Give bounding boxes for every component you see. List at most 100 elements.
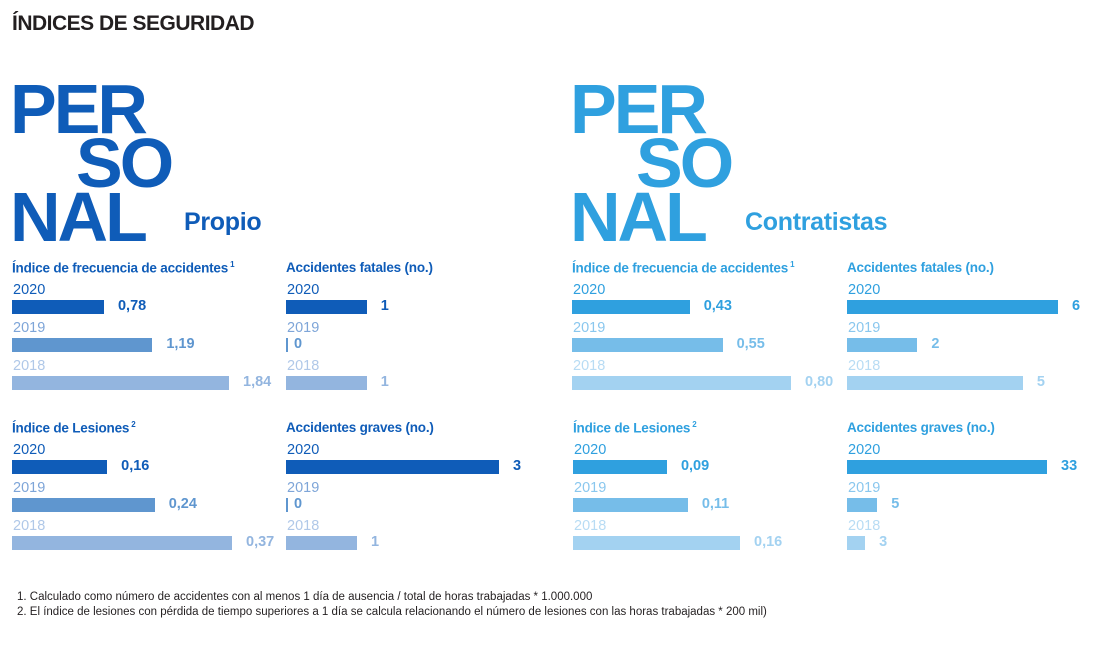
bar-2020 xyxy=(847,460,1047,474)
year-label: 2020 xyxy=(13,282,46,298)
bar-2020 xyxy=(12,300,104,314)
heading-line-2: SO xyxy=(636,124,734,202)
year-label: 2020 xyxy=(573,282,606,298)
chart-title: Índice de frecuencia de accidentes 1 xyxy=(12,260,235,276)
bar-2020 xyxy=(286,460,499,474)
bar-2018 xyxy=(572,376,791,390)
footnote-2: 2. El índice de lesiones con pérdida de … xyxy=(17,606,767,618)
footnote-1: 1. Calculado como número de accidentes c… xyxy=(17,591,593,603)
heading-line-1: PER xyxy=(570,70,708,148)
value-label: 0 xyxy=(294,496,303,512)
chart-propio-frecuencia: Índice de frecuencia de accidentes 1 2020… xyxy=(12,260,272,420)
year-label: 2020 xyxy=(848,442,881,458)
footnote-mark: 1 xyxy=(788,260,795,269)
value-label: 1 xyxy=(380,374,389,390)
bar-2018 xyxy=(12,376,229,390)
chart-title: Índice de Lesiones 2 xyxy=(573,420,697,436)
value-label: 0,43 xyxy=(703,298,732,314)
year-label: 2018 xyxy=(574,518,607,534)
bar-2018 xyxy=(847,376,1023,390)
value-label: 0,55 xyxy=(736,336,765,352)
value-label: 1,84 xyxy=(243,374,272,390)
value-label: 0,16 xyxy=(121,458,150,474)
year-label: 2018 xyxy=(848,358,881,374)
year-label: 2019 xyxy=(848,320,881,336)
chart-title: Índice de Lesiones 2 xyxy=(12,420,136,436)
footnote-mark: 1 xyxy=(228,260,235,269)
bar-2019 xyxy=(847,498,878,512)
bar-2019 xyxy=(12,338,153,352)
year-label: 2019 xyxy=(13,320,46,336)
year-label: 2020 xyxy=(848,282,881,298)
value-label: 5 xyxy=(891,496,900,512)
bar-2018 xyxy=(286,536,357,550)
year-label: 2019 xyxy=(848,480,881,496)
year-label: 2018 xyxy=(848,518,881,534)
bar-2020 xyxy=(12,460,108,474)
chart-title: Accidentes fatales (no.) xyxy=(286,260,433,275)
year-label: 2019 xyxy=(287,480,320,496)
value-label: 3 xyxy=(513,458,522,474)
year-label: 2018 xyxy=(573,358,606,374)
year-label: 2018 xyxy=(13,518,46,534)
bar-2018 xyxy=(847,536,866,550)
chart-propio-fatales: Accidentes fatales (no.) 2020 1 2019 0 2018 1 xyxy=(286,260,546,420)
year-label: 2020 xyxy=(574,442,607,458)
chart-contratistas-lesiones: Índice de Lesiones 2 2020 0,09 2019 0,11 2018… xyxy=(573,420,833,580)
footnote-mark: 2 xyxy=(690,420,697,429)
value-label: 1 xyxy=(380,298,389,314)
chart-contratistas-frecuencia: Índice de frecuencia de accidentes 1 2020… xyxy=(572,260,833,420)
bar-2020 xyxy=(573,460,667,474)
value-label: 0,09 xyxy=(680,458,710,474)
bar-2019 xyxy=(286,338,288,352)
bar-2020 xyxy=(847,300,1058,314)
heading-line-3: NAL xyxy=(10,178,148,256)
chart-contratistas-fatales: Accidentes fatales (no.) 2020 6 2019 2 2018 5 xyxy=(847,260,1107,420)
year-label: 2018 xyxy=(287,518,320,534)
chart-contratistas-graves: Accidentes graves (no.) 2020 33 2019 5 2018 3 xyxy=(847,420,1107,580)
heading-line-2: SO xyxy=(76,124,174,202)
year-label: 2020 xyxy=(287,282,320,298)
heading-line-3: NAL xyxy=(570,178,708,256)
year-label: 2018 xyxy=(13,358,46,374)
heading-line-1: PER xyxy=(10,70,148,148)
value-label: 0,78 xyxy=(117,298,147,314)
year-label: 2019 xyxy=(573,320,606,336)
value-label: 0,11 xyxy=(701,496,730,512)
year-label: 2019 xyxy=(13,480,46,496)
subtitle-contratistas: Contratistas xyxy=(745,208,888,236)
chart-title: Accidentes graves (no.) xyxy=(286,420,434,435)
chart-title: Índice de frecuencia de accidentes 1 xyxy=(572,260,795,276)
footnotes: 1. Calculado como número de accidentes c… xyxy=(17,590,767,620)
value-label: 2 xyxy=(931,336,940,352)
bar-2020 xyxy=(286,300,367,314)
year-label: 2018 xyxy=(287,358,320,374)
value-label: 1 xyxy=(371,534,380,550)
chart-title: Accidentes graves (no.) xyxy=(847,420,995,435)
bar-2019 xyxy=(286,498,288,512)
year-label: 2019 xyxy=(287,320,320,336)
chart-title: Accidentes fatales (no.) xyxy=(847,260,994,275)
chart-propio-lesiones: Índice de Lesiones 2 2020 0,16 2019 0,24 2018… xyxy=(12,420,275,580)
value-label: 33 xyxy=(1061,458,1078,474)
value-label: 1,19 xyxy=(166,336,195,352)
bar-2019 xyxy=(572,338,723,352)
value-label: 3 xyxy=(879,534,888,550)
value-label: 6 xyxy=(1072,298,1081,314)
value-label: 0,16 xyxy=(754,534,783,550)
year-label: 2020 xyxy=(287,442,320,458)
value-label: 0,24 xyxy=(168,496,197,512)
bar-2019 xyxy=(12,498,155,512)
bar-2019 xyxy=(847,338,918,352)
bar-2018 xyxy=(286,376,367,390)
chart-propio-graves: Accidentes graves (no.) 2020 3 2019 0 2018 1 xyxy=(286,420,546,580)
value-label: 0,37 xyxy=(246,534,275,550)
page-title: ÍNDICES DE SEGURIDAD xyxy=(12,12,255,35)
value-label: 5 xyxy=(1036,374,1045,390)
bar-2018 xyxy=(12,536,232,550)
bar-2020 xyxy=(572,300,690,314)
footnote-mark: 2 xyxy=(129,420,136,429)
bar-2018 xyxy=(573,536,740,550)
bar-2019 xyxy=(573,498,688,512)
value-label: 0 xyxy=(294,336,303,352)
